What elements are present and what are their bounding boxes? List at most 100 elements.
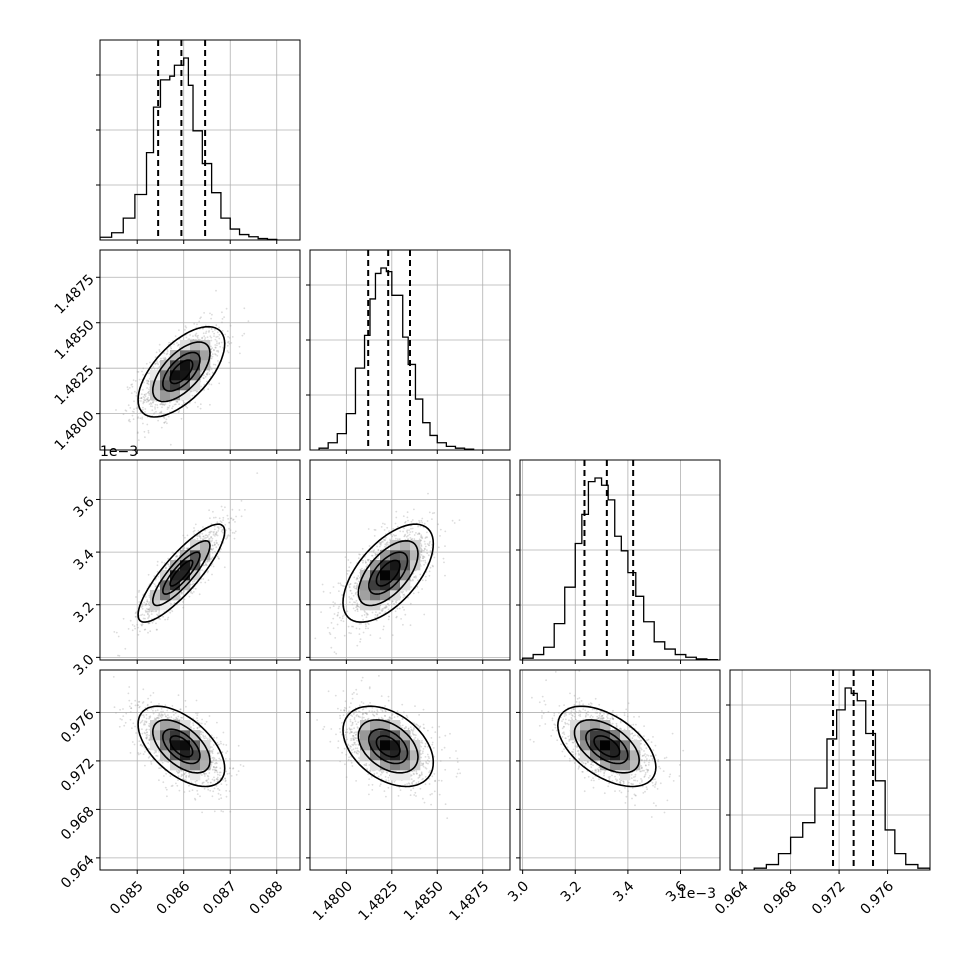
sample-point: [349, 598, 351, 600]
sample-point: [141, 370, 143, 373]
sample-point: [175, 400, 178, 403]
sample-point: [224, 777, 227, 780]
sample-point: [391, 535, 394, 538]
sample-point: [146, 612, 149, 615]
sample-point: [140, 397, 143, 400]
sample-point: [131, 414, 134, 417]
sample-point: [201, 337, 203, 340]
sample-point: [348, 566, 351, 569]
sample-point: [176, 344, 179, 347]
density-cell: [170, 390, 181, 401]
sample-point: [403, 527, 405, 530]
sample-point: [193, 322, 196, 325]
sample-point: [212, 756, 215, 759]
sample-point: [171, 551, 174, 554]
sample-point: [365, 561, 367, 564]
sample-point: [130, 392, 133, 394]
sample-point: [186, 548, 189, 550]
sample-point: [221, 509, 224, 511]
sample-point: [420, 554, 423, 556]
sample-point: [386, 543, 389, 546]
sample-point: [143, 393, 146, 396]
sample-point: [226, 536, 229, 539]
sample-point: [134, 627, 137, 630]
sample-point: [358, 628, 361, 630]
sample-point: [404, 520, 407, 523]
sample-point: [197, 334, 200, 337]
sample-point: [185, 405, 187, 408]
sample-point: [224, 780, 227, 783]
sample-point: [409, 624, 412, 627]
sample-point: [215, 353, 217, 356]
sample-point: [374, 529, 377, 531]
sample-point: [149, 402, 152, 404]
sample-point: [160, 426, 163, 429]
sample-point: [199, 535, 202, 537]
sample-point: [207, 788, 210, 791]
sample-point: [203, 312, 206, 314]
sample-point: [408, 533, 411, 536]
sample-point: [202, 735, 205, 738]
sample-point: [176, 784, 179, 787]
sample-point: [175, 555, 178, 558]
sample-point: [169, 345, 172, 348]
sample-point: [423, 549, 425, 552]
sample-point: [160, 714, 163, 717]
sample-point: [411, 530, 414, 533]
sample-point: [416, 533, 419, 536]
sample-point: [213, 332, 216, 335]
sample-point: [163, 358, 166, 361]
sample-point: [240, 500, 243, 502]
histogram-1: [318, 267, 475, 450]
sample-point: [432, 565, 434, 568]
sample-point: [148, 622, 151, 625]
sample-point: [429, 551, 432, 553]
sample-point: [228, 337, 231, 339]
sample-point: [215, 533, 217, 535]
sample-point: [158, 703, 160, 705]
sample-point: [147, 396, 150, 399]
sample-point: [409, 602, 412, 605]
sample-point: [176, 555, 179, 557]
panel-frame: [99, 249, 301, 451]
sample-point: [211, 371, 214, 374]
density-cell: [400, 580, 411, 591]
sample-point: [155, 362, 158, 365]
sample-point: [156, 560, 159, 563]
sample-point: [167, 616, 170, 619]
sample-point: [168, 565, 171, 568]
sample-point: [198, 535, 200, 537]
sample-point: [356, 610, 359, 612]
sample-point: [190, 390, 193, 393]
sample-point: [364, 561, 367, 564]
sample-point: [161, 561, 163, 564]
sample-point: [217, 752, 219, 755]
sample-point: [231, 336, 234, 338]
sample-point: [355, 627, 358, 630]
density-cell: [160, 360, 171, 371]
sample-point: [210, 548, 213, 551]
sample-point: [367, 613, 369, 616]
sample-point: [147, 573, 150, 576]
sample-point: [183, 547, 186, 550]
sample-point: [388, 615, 390, 618]
sample-point: [429, 566, 432, 569]
sample-point: [209, 312, 211, 315]
sample-point: [341, 617, 344, 620]
sample-point: [147, 608, 149, 611]
sample-point: [379, 543, 382, 545]
sample-point: [232, 519, 234, 521]
sample-point: [214, 516, 217, 519]
sample-point: [199, 317, 202, 320]
sample-point: [215, 766, 218, 768]
sample-point: [198, 593, 201, 596]
sample-point: [182, 601, 184, 603]
sample-point: [373, 528, 376, 531]
sample-point: [402, 594, 405, 596]
sample-point: [234, 530, 237, 533]
sample-point: [367, 559, 369, 561]
sample-point: [154, 403, 157, 406]
sample-point: [146, 399, 149, 401]
sample-point: [202, 526, 204, 528]
sample-point: [214, 363, 217, 366]
